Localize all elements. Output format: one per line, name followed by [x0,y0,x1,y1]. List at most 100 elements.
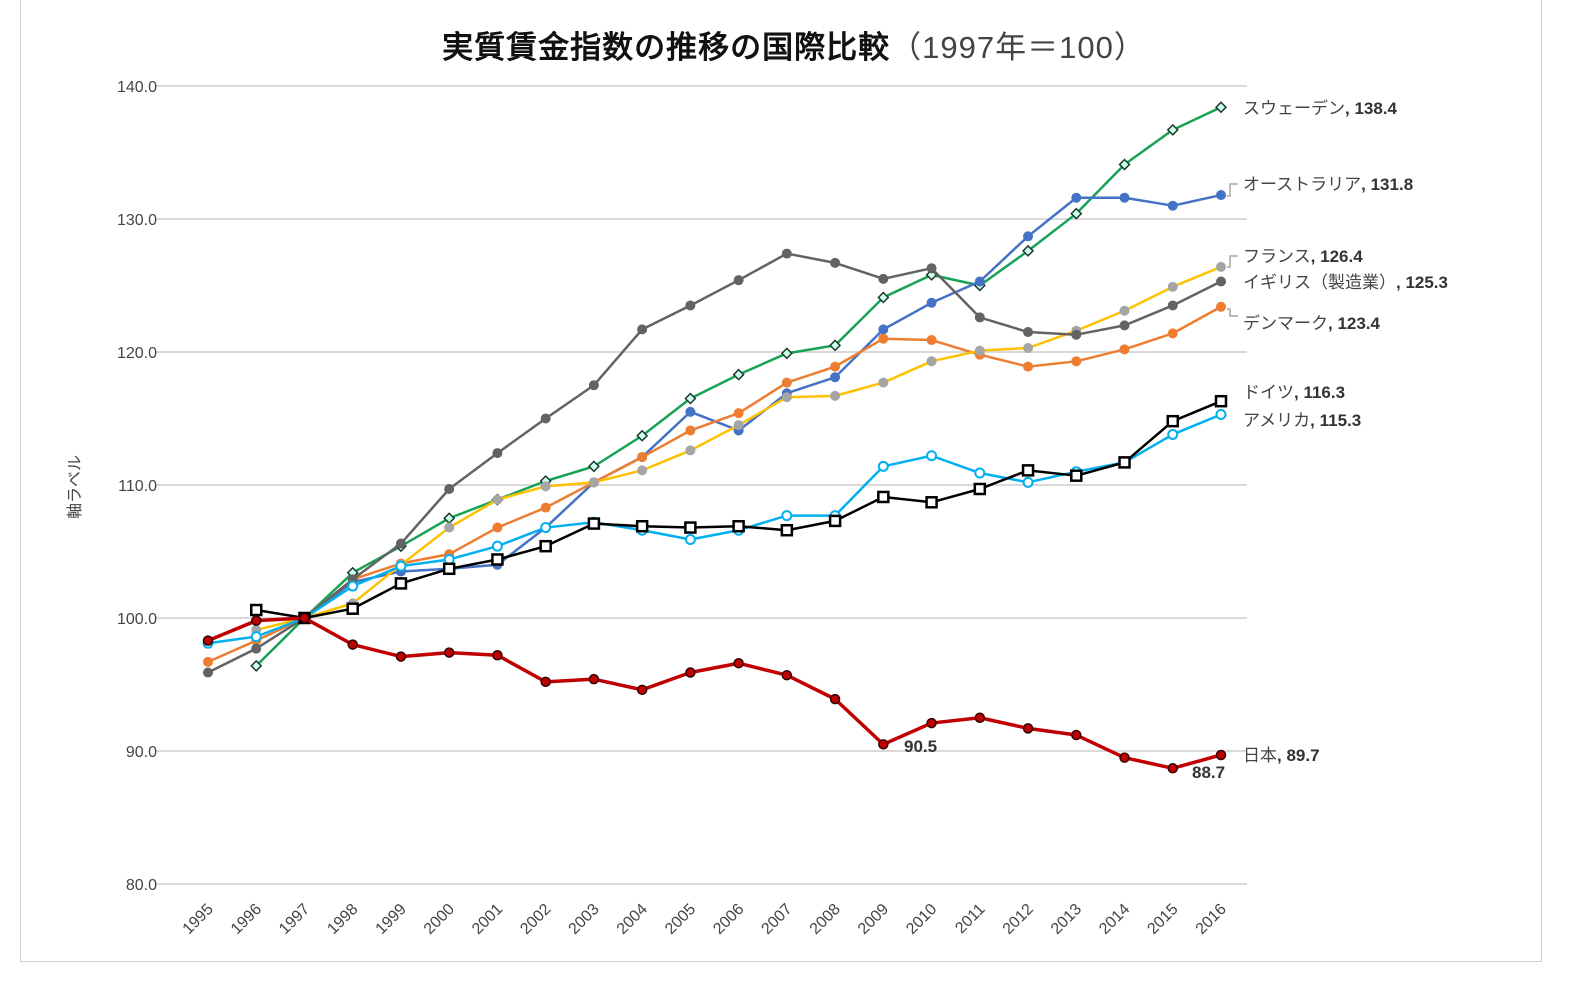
data-point [588,380,599,391]
data-point [925,496,938,509]
data-point [732,519,745,533]
data-point [588,477,599,488]
series-end-value: , 116.3 [1294,383,1345,402]
y-tick-label: 140.0 [117,79,157,96]
y-axis-label: 軸ラベル [66,455,84,519]
data-point [250,659,263,672]
series-end-value: , 89.7 [1277,746,1320,765]
data-point [1119,192,1130,203]
data-point [635,519,649,533]
end-label: ドイツ, 116.3 [1243,383,1345,402]
end-label: イギリス（製造業）, 125.3 [1243,273,1448,292]
end-label: アメリカ, 115.3 [1243,411,1361,430]
series-end-value: , 115.3 [1310,411,1361,430]
data-point [974,345,985,356]
data-point [1167,200,1178,211]
data-point [878,324,889,335]
data-point [1216,276,1226,287]
data-point [444,483,455,494]
x-tick-label: 2001 [469,901,506,938]
data-point [733,408,744,419]
data-point [1167,281,1178,292]
data-point [443,512,456,525]
data-label: 90.5 [904,737,937,756]
y-tick-label: 120.0 [117,345,157,362]
y-tick-label: 130.0 [117,212,157,229]
data-point [1216,261,1226,272]
x-tick-label: 2012 [1000,901,1037,938]
series-イギリス（製造業）: イギリス（製造業）, 125.3 [203,248,1448,678]
series-name: イギリス（製造業） [1243,273,1396,292]
data-point [781,510,793,522]
data-point [346,602,359,615]
data-point [1215,749,1227,761]
data-point [1023,361,1034,372]
end-label: オーストラリア, 131.8 [1243,175,1413,194]
data-point [780,347,793,360]
data-point [926,450,938,462]
data-point [636,684,648,696]
x-tick-label: 2004 [614,901,651,938]
data-point [299,612,310,624]
data-point [685,667,696,678]
data-point [974,312,985,323]
data-point [637,324,648,335]
series-日本: 日本, 89.7 [202,612,1320,774]
data-point [491,540,503,552]
data-point [539,539,552,553]
x-tick-label: 2006 [710,901,747,938]
chart-title: 実質賃金指数の推移の国際比較（1997年＝100） [0,22,1588,67]
data-point [443,647,455,658]
data-point [1167,763,1179,774]
data-point [394,577,408,590]
data-point [974,712,986,723]
data-point [1070,469,1083,482]
end-label: デンマーク, 123.4 [1243,313,1381,333]
series-name: アメリカ [1243,411,1310,430]
data-point [251,643,262,654]
data-point [395,538,406,549]
data-point [540,481,551,492]
data-point [829,339,842,352]
data-point [587,517,601,530]
data-label: 88.7 [1192,763,1225,782]
x-tick-label: 1995 [180,901,217,938]
data-point [1167,428,1179,440]
data-point [781,248,792,259]
data-point [733,275,744,286]
data-point [878,273,889,284]
data-point [1214,101,1228,114]
data-point [684,534,696,546]
series-name: デンマーク [1243,313,1328,333]
data-point [395,560,407,572]
leader-line [1227,183,1238,197]
data-point [347,639,358,650]
data-point [1119,344,1130,355]
data-point [1166,123,1179,136]
series-フランス: フランス, 126.4 [251,247,1363,635]
x-tick-label: 2003 [566,901,603,938]
data-point [926,335,937,346]
data-point [395,651,407,662]
data-point [347,580,359,592]
x-tick-label: 2010 [903,901,940,938]
x-tick-label: 2011 [952,901,988,937]
data-point [1119,305,1130,316]
x-tick-label: 2008 [807,901,844,938]
data-point [877,291,890,304]
x-tick-label: 2014 [1096,901,1133,938]
data-point [1216,190,1226,201]
x-tick-label: 1996 [228,901,265,938]
data-point [685,425,696,436]
data-point [1166,414,1180,428]
data-point [1022,244,1035,257]
y-tick-label: 100.0 [117,611,157,628]
data-point [587,460,600,473]
data-point [830,390,841,401]
data-point [878,333,889,344]
data-point [250,615,262,626]
data-point [1023,231,1034,242]
chart-frame [20,0,1542,962]
leader-line [1227,255,1238,268]
